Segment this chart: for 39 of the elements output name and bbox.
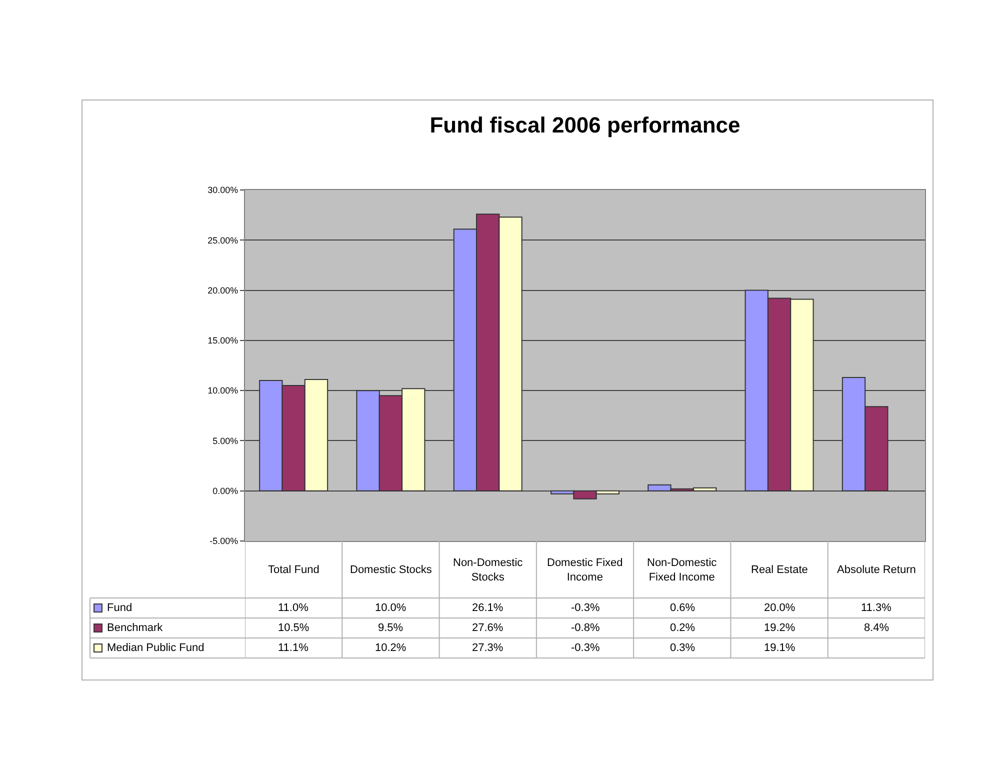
data-label: 0.2%	[670, 622, 696, 634]
y-tick-label: 5.00%	[212, 436, 238, 446]
chart-title: Fund fiscal 2006 performance	[430, 112, 740, 138]
data-label: 11.1%	[278, 642, 309, 654]
data-label: 26.1%	[472, 602, 504, 614]
data-label: 0.3%	[670, 642, 696, 654]
data-label: 10.5%	[278, 622, 310, 634]
y-tick-label: -5.00%	[210, 536, 238, 546]
y-tick-label: 15.00%	[208, 336, 238, 346]
data-label: 11.0%	[278, 602, 309, 614]
x-tick-label: Absolute Return	[837, 564, 916, 576]
data-label: -0.3%	[571, 642, 600, 654]
x-tick-label: Non-Domestic Fixed Income	[647, 557, 718, 584]
data-label: 19.1%	[764, 642, 796, 654]
data-label: 10.0%	[375, 602, 406, 614]
y-tick-label: 20.00%	[208, 285, 238, 296]
data-label: 27.6%	[472, 622, 504, 634]
data-label: 10.2%	[375, 642, 406, 654]
x-tick-label: Domestic Stocks	[350, 564, 432, 576]
legend-label: Fund	[107, 602, 132, 614]
data-label: -0.8%	[571, 622, 600, 634]
x-tick-label: Domestic Fixed Income	[547, 557, 623, 584]
data-label: 8.4%	[864, 622, 890, 634]
data-label: 9.5%	[378, 622, 404, 634]
data-label: 27.3%	[472, 642, 504, 654]
data-label: -0.3%	[571, 602, 600, 614]
x-tick-label: Total Fund	[268, 564, 320, 576]
data-label: 11.3%	[861, 602, 892, 614]
data-label: 19.2%	[764, 622, 796, 634]
x-tick-label: Real Estate	[751, 564, 808, 576]
y-tick-label: 30.00%	[208, 185, 238, 196]
y-tick-label: 0.00%	[212, 486, 238, 496]
x-tick-label: Non-Domestic Stocks	[453, 557, 524, 584]
legend-label: Benchmark	[107, 622, 164, 634]
data-label: 0.6%	[670, 602, 696, 614]
y-tick-label: 10.00%	[208, 386, 238, 396]
legend-label: Median Public Fund	[107, 642, 204, 654]
data-label: 20.0%	[764, 602, 796, 614]
y-tick-label: 25.00%	[208, 235, 238, 246]
